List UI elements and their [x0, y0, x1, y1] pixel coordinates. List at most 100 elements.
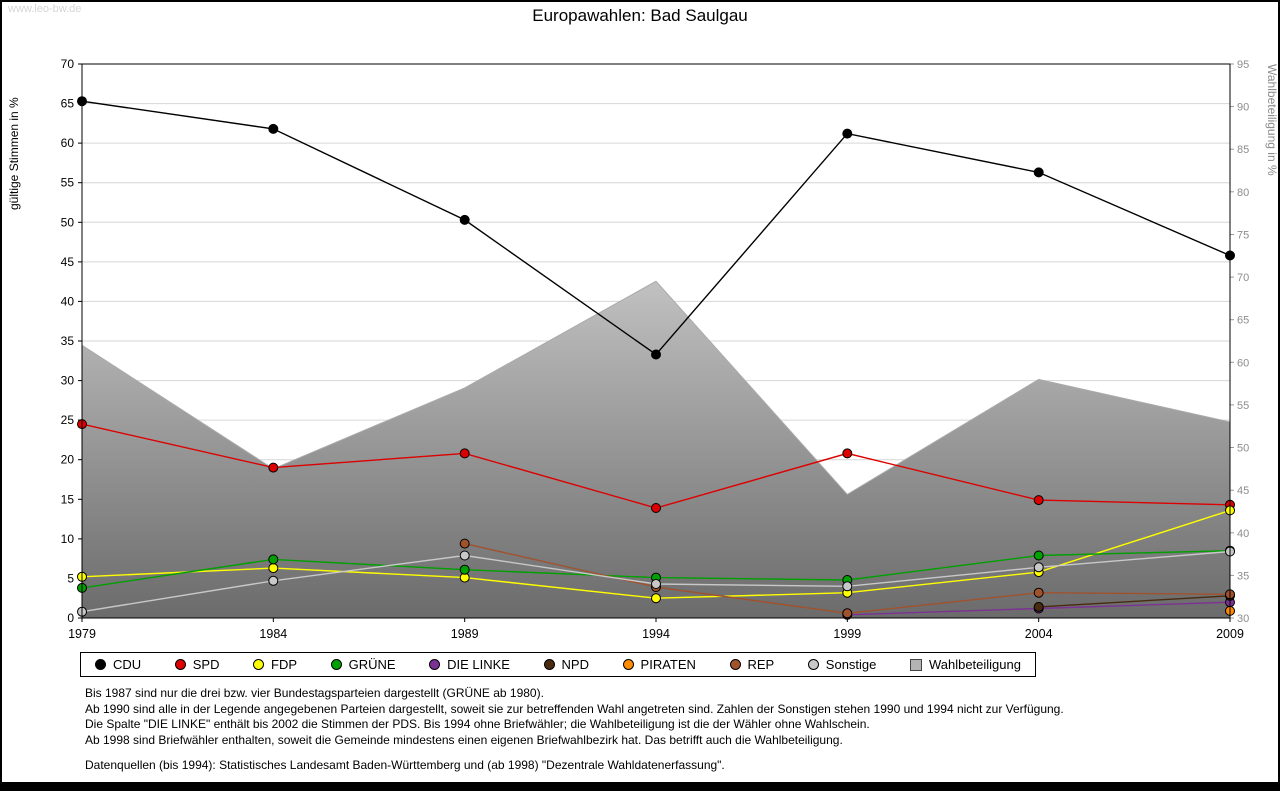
legend-dot-swatch [330, 659, 342, 670]
legend-label: CDU [113, 657, 142, 672]
legend-label: Wahlbeteiligung [928, 657, 1021, 672]
data-point-rep-1999 [842, 608, 853, 619]
y-right-tick-label: 85 [1237, 144, 1249, 156]
x-tick-label: 1989 [451, 627, 479, 641]
y-left-tick-label: 60 [61, 136, 75, 150]
data-point-spd-1984 [268, 462, 279, 473]
legend-item-gr-ne: GRÜNE [330, 657, 396, 672]
data-point-gr-ne-2004 [1033, 550, 1044, 561]
data-point-gr-ne-1984 [268, 554, 279, 565]
x-tick-label: 2004 [1025, 627, 1053, 641]
data-point-spd-1994 [651, 503, 661, 513]
election-line-chart: 0 5 10 15 20 25 30 35 40 45 50 55 60 65 70 30 35 40 45 50 55… [7, 57, 1279, 641]
y-left-tick-label: 35 [61, 334, 75, 348]
data-point-cdu-1984 [268, 123, 279, 134]
data-point-sonstige-1999 [842, 581, 853, 592]
data-point-cdu-1999 [842, 128, 853, 139]
chart-legend: CDU SPD FDP GRÜNE DIE LINKE NPD PIRATEN REP Sons… [80, 652, 1036, 677]
legend-dot-swatch [95, 659, 106, 670]
legend-label: Sonstige [825, 657, 877, 672]
y-right-tick-label: 40 [1237, 528, 1249, 540]
legend-item-cdu: CDU [95, 657, 141, 672]
data-point-cdu-2004 [1033, 167, 1044, 178]
y-left-tick-label: 45 [61, 255, 75, 269]
data-point-spd-1989 [459, 448, 470, 459]
y-right-tick-label: 95 [1237, 59, 1249, 71]
legend-item-die-linke: DIE LINKE [429, 657, 510, 672]
y-right-tick-label: 75 [1237, 230, 1249, 242]
legend-dot-swatch [543, 659, 555, 670]
y-right-axis-title: Wahlbeteiligung in % [1265, 64, 1279, 176]
y-left-tick-label: 40 [61, 294, 75, 308]
x-tick-label: 1984 [259, 627, 287, 641]
y-left-tick-label: 15 [61, 492, 75, 506]
data-point-npd-2004 [1033, 601, 1044, 612]
footnote-line: Bis 1987 sind nur die drei bzw. vier Bun… [85, 686, 544, 700]
legend-dot-swatch [174, 659, 186, 670]
legend-label: GRÜNE [348, 657, 396, 672]
y-left-tick-label: 70 [61, 57, 75, 71]
data-point-cdu-1994 [651, 349, 661, 360]
y-left-tick-label: 25 [61, 413, 75, 427]
x-tick-label: 1979 [68, 627, 96, 641]
page-title: Europawahlen: Bad Saulgau [532, 6, 748, 25]
x-tick-label: 1999 [833, 627, 861, 641]
footnote-line: Die Spalte "DIE LINKE" enthält bis 2002 … [85, 717, 870, 731]
data-point-sonstige-2004 [1033, 562, 1044, 573]
legend-dot-swatch [622, 659, 634, 670]
y-left-tick-label: 50 [61, 215, 75, 229]
x-tick-label: 2009 [1216, 627, 1244, 641]
legend-dot-swatch [729, 659, 741, 670]
y-left-tick-label: 0 [67, 611, 74, 625]
data-point-sonstige-1989 [459, 550, 470, 561]
y-right-tick-label: 80 [1237, 187, 1249, 199]
data-point-sonstige-1994 [651, 579, 661, 589]
data-point-spd-1999 [842, 448, 853, 459]
legend-item-wahlbeteiligung: Wahlbeteiligung [909, 657, 1021, 672]
y-right-tick-label: 35 [1237, 570, 1249, 582]
legend-label: FDP [271, 657, 298, 672]
data-point-rep-1989 [459, 538, 470, 549]
y-right-tick-label: 65 [1237, 315, 1249, 327]
data-point-spd-2004 [1033, 495, 1044, 506]
watermark: www.leo-bw.de [8, 3, 82, 15]
y-left-tick-label: 65 [61, 97, 75, 111]
y-right-tick-label: 45 [1237, 485, 1249, 497]
legend-item-piraten: PIRATEN [622, 657, 696, 672]
y-left-tick-label: 20 [61, 453, 75, 467]
data-point-sonstige-1984 [268, 575, 279, 586]
y-left-axis-title: gültige Stimmen in % [7, 97, 21, 210]
footnote-line: Ab 1990 sind alle in der Legende angegeb… [85, 701, 1064, 716]
data-point-fdp-1984 [268, 563, 279, 574]
legend-label: SPD [192, 657, 220, 672]
wahlbeteiligung-area [82, 281, 1230, 618]
legend-item-spd: SPD [174, 657, 220, 672]
y-left-tick-label: 10 [61, 532, 75, 546]
y-right-tick-label: 50 [1237, 443, 1249, 455]
data-source-note: Datenquellen (bis 1994): Statistisches L… [85, 758, 725, 772]
y-right-tick-label: 55 [1237, 400, 1249, 412]
x-tick-label: 1994 [642, 627, 670, 641]
y-right-tick-label: 70 [1237, 272, 1249, 284]
series-line-npd [1038, 595, 1231, 608]
plot-border [81, 63, 1231, 619]
y-right-tick-label: 30 [1237, 613, 1249, 625]
legend-dot-swatch [429, 659, 441, 670]
footnote-line: Ab 1998 sind Briefwähler enthalten, sowe… [85, 732, 843, 747]
data-point-rep-2004 [1033, 587, 1044, 598]
data-point-fdp-1994 [651, 593, 661, 604]
data-point-gr-ne-1989 [459, 564, 470, 575]
legend-item-npd: NPD [543, 657, 589, 672]
y-right-tick-label: 90 [1237, 102, 1249, 114]
legend-dot-swatch [253, 659, 265, 670]
legend-label: REP [747, 657, 775, 672]
y-left-tick-label: 5 [67, 571, 74, 585]
y-right-tick-label: 60 [1237, 357, 1249, 369]
y-left-tick-label: 55 [61, 176, 75, 190]
data-point-cdu-1989 [459, 214, 470, 225]
legend-item-fdp: FDP [253, 657, 297, 672]
legend-dot-swatch [807, 659, 819, 670]
legend-label: PIRATEN [640, 657, 696, 672]
legend-label: NPD [561, 657, 589, 672]
footnotes: Bis 1987 sind nur die drei bzw. vier Bun… [85, 686, 1225, 774]
